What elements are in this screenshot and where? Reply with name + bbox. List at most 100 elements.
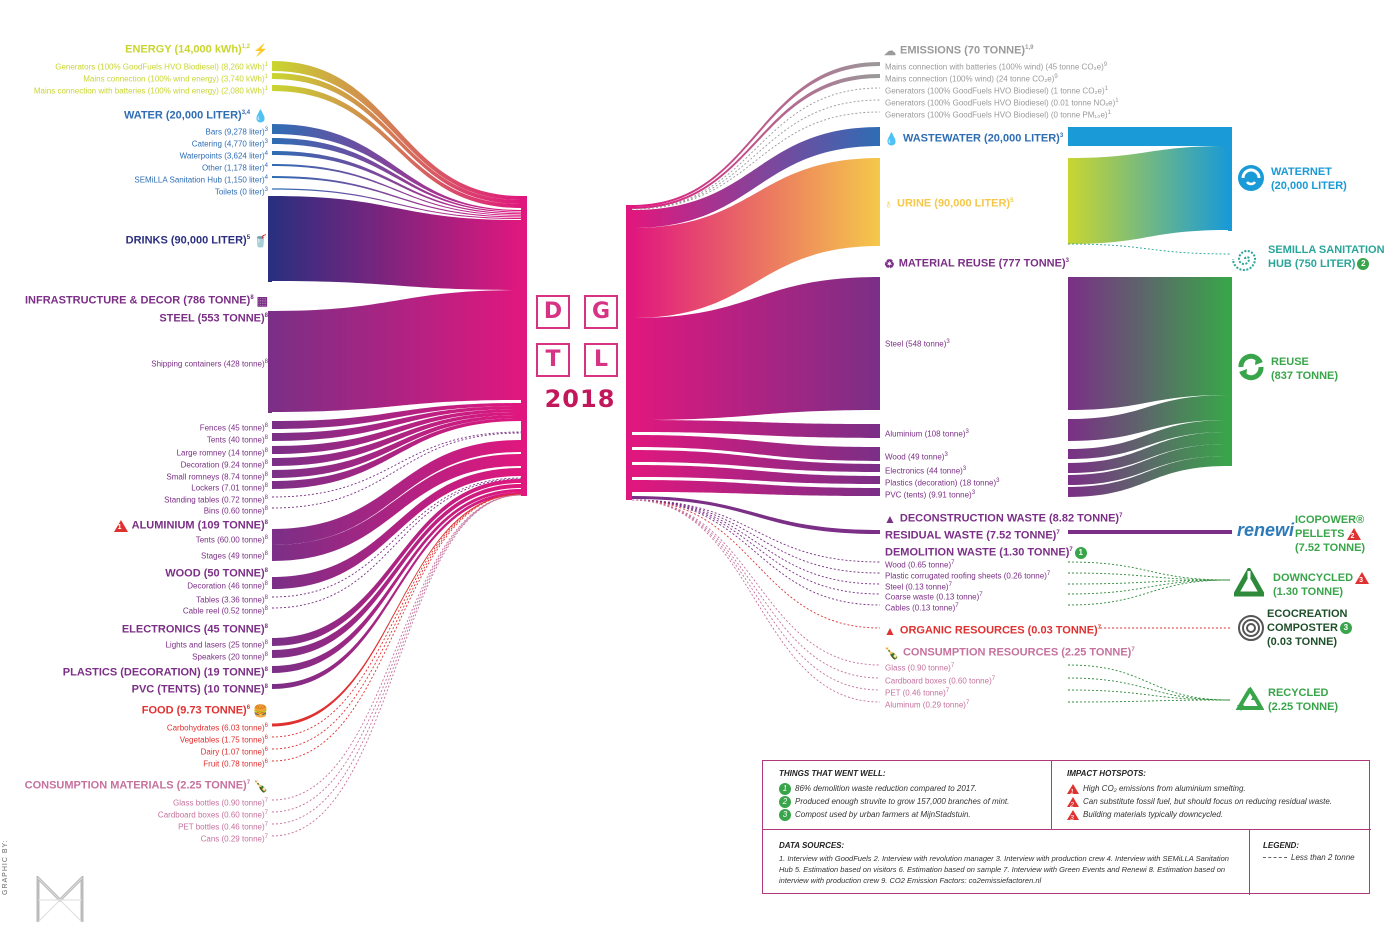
label-text: INFRASTRUCTURE & DECOR (786 TONNE): [25, 294, 251, 307]
urine-to-waternet: [1068, 146, 1228, 244]
residual-header: RESIDUAL WASTE (7.52 TONNE)7: [885, 527, 1060, 542]
list-item: 3 Building materials typically downcycled…: [1067, 808, 1332, 822]
water-flow: [272, 151, 521, 215]
recycle-flow: [1067, 664, 1231, 701]
footnote-ref: 7: [1046, 571, 1051, 577]
label-text: Lockers (7.01 tonne): [191, 483, 265, 493]
destination-label: PELLETS 2: [1295, 527, 1365, 541]
success-badge-icon: 1: [1074, 546, 1087, 559]
footnote-ref: 3: [971, 490, 976, 496]
label-text: STEEL (553 TONNE): [159, 312, 265, 325]
label-text: Toilets (0 liter): [214, 187, 265, 197]
well-title: THINGS THAT WENT WELL:: [779, 769, 886, 778]
steel-header: STEEL (553 TONNE)8: [159, 310, 268, 325]
label-text: Standing tables (0.72 tonne): [164, 495, 265, 505]
footnote-ref: 3: [264, 127, 268, 133]
renewi-logo: renewi: [1237, 515, 1294, 545]
label-text: Plastic corrugated roofing sheets (0.26 …: [885, 571, 1047, 581]
reuse-header: ♻ MATERIAL REUSE (777 TONNE)3: [884, 255, 1069, 270]
destination-label: HUB (750 LITER) 2: [1268, 257, 1385, 271]
label-text: MATERIAL REUSE (777 TONNE): [898, 257, 1066, 270]
recycled-destination: RECYCLED (2.25 TONNE): [1268, 686, 1338, 714]
label-text: Small romneys (8.74 tonne): [166, 472, 265, 482]
reuse-flow: [632, 465, 880, 484]
consumption-res-flow: [631, 499, 881, 691]
water-item: Waterpoints (3,624 liter)4: [180, 148, 268, 163]
footnote-ref: 5: [246, 235, 251, 241]
footnote-ref: 7: [948, 582, 952, 588]
food-item: Fruit (0.78 tonne)6: [203, 756, 268, 771]
footnote-ref: 8: [264, 495, 268, 501]
steel-item: Lockers (7.01 tonne)8: [191, 480, 268, 495]
cloud-icon: ☁: [884, 43, 896, 58]
steel-item: Large romney (14 tonne)8: [177, 445, 268, 460]
footnote-ref: 1: [1107, 110, 1111, 116]
downcycle-flow: [1067, 561, 1231, 581]
reuse-destination: REUSE (837 TONNE): [1271, 355, 1338, 383]
footnote-ref: 8: [264, 667, 268, 673]
credit-text: GRAPHIC BY:: [2, 839, 9, 895]
label-text: DEMOLITION WASTE (1.30 TONNE): [885, 546, 1070, 559]
emissions-item: Generators (100% GoodFuels HVO Biodiesel…: [885, 95, 1119, 110]
electronics-item: Lights and lasers (25 tonne)8: [165, 637, 268, 652]
label-text: ENERGY (14,000 kWh): [125, 43, 242, 56]
footnote-ref: 7: [950, 663, 955, 669]
label-text: FOOD (9.73 TONNE): [141, 704, 247, 717]
wood-flow: [271, 477, 522, 598]
label-text: Steel (0.13 tonne): [885, 582, 949, 592]
downcycle-flow: [1067, 572, 1231, 581]
info-box: THINGS THAT WENT WELL: 1 86% demolition w…: [762, 760, 1371, 895]
water-drop-icon: 💧: [884, 131, 899, 146]
footnote-ref: 8: [264, 535, 268, 541]
downcycle-flow: [1067, 579, 1231, 606]
footnote-ref: 8: [264, 640, 268, 646]
steel-flow: [272, 290, 521, 412]
steel-flow: [272, 418, 521, 489]
footnote-ref: 8: [264, 568, 268, 574]
logo-year: 2018: [544, 385, 616, 413]
demolition-item: Steel (0.13 tonne)7: [885, 579, 952, 594]
footnote-ref: 8: [264, 506, 268, 512]
demolition-flow: [631, 499, 881, 595]
energy-flow: [272, 61, 521, 200]
steel-item: Standing tables (0.72 tonne)8: [164, 492, 268, 507]
drinks-flow: [272, 196, 521, 290]
ecocreation-destination: ECOCREATION COMPOSTER 3 (0.03 TONNE): [1267, 607, 1352, 649]
label-text: PVC (TENTS) (10 TONNE): [131, 683, 265, 696]
food-flow: [271, 493, 522, 762]
destination-label: (837 TONNE): [1271, 370, 1339, 382]
water-flow: [272, 164, 521, 216]
label-text: Vegetables (1.75 tonne): [179, 735, 265, 745]
building-icon: ▦: [256, 293, 268, 308]
label-text: Mains connection (100% wind) (24 tonne C…: [885, 74, 1055, 84]
steel-item: Decoration (9.24 tonne)8: [181, 457, 268, 472]
composter-icon: [1236, 613, 1266, 643]
reuse-flow: [632, 420, 880, 438]
reuse-arrows-icon: [1236, 352, 1266, 382]
food-header: FOOD (9.73 TONNE)6 🍔: [142, 702, 268, 717]
footnote-ref: 6: [246, 705, 251, 711]
label-text: Tents (40 tonne): [206, 435, 265, 445]
footnote-ref: 8: [264, 448, 268, 454]
food-item: Vegetables (1.75 tonne)6: [180, 732, 268, 747]
label-text: SEMiLLA Sanitation Hub (1,150 liter): [134, 175, 265, 185]
footnote-ref: 8: [264, 652, 268, 658]
logo-letter: G: [584, 295, 618, 329]
footnote-ref: 7: [979, 592, 983, 598]
footnote-ref: 7: [951, 560, 955, 566]
wood-item: Decoration (46 tonne)8: [187, 578, 268, 593]
water-drop-icon: 💧: [253, 108, 268, 123]
steel-flow: [271, 431, 522, 498]
bottles-icon: 🍾: [884, 645, 899, 660]
label-text: RESIDUAL WASTE (7.52 TONNE): [885, 529, 1057, 542]
footnote-ref: 7: [264, 834, 268, 840]
label-text: Fruit (0.78 tonne): [203, 759, 265, 769]
m-logo-icon: [36, 876, 84, 923]
recycle-icon: ♻: [884, 256, 895, 271]
reuse-flow: [632, 450, 880, 472]
label-text: Waterpoints (3,624 liter): [179, 151, 265, 161]
food-flow: [271, 493, 522, 750]
steel-flow: [272, 406, 521, 441]
emissions-item: Mains connection with batteries (100% wi…: [885, 59, 1107, 74]
